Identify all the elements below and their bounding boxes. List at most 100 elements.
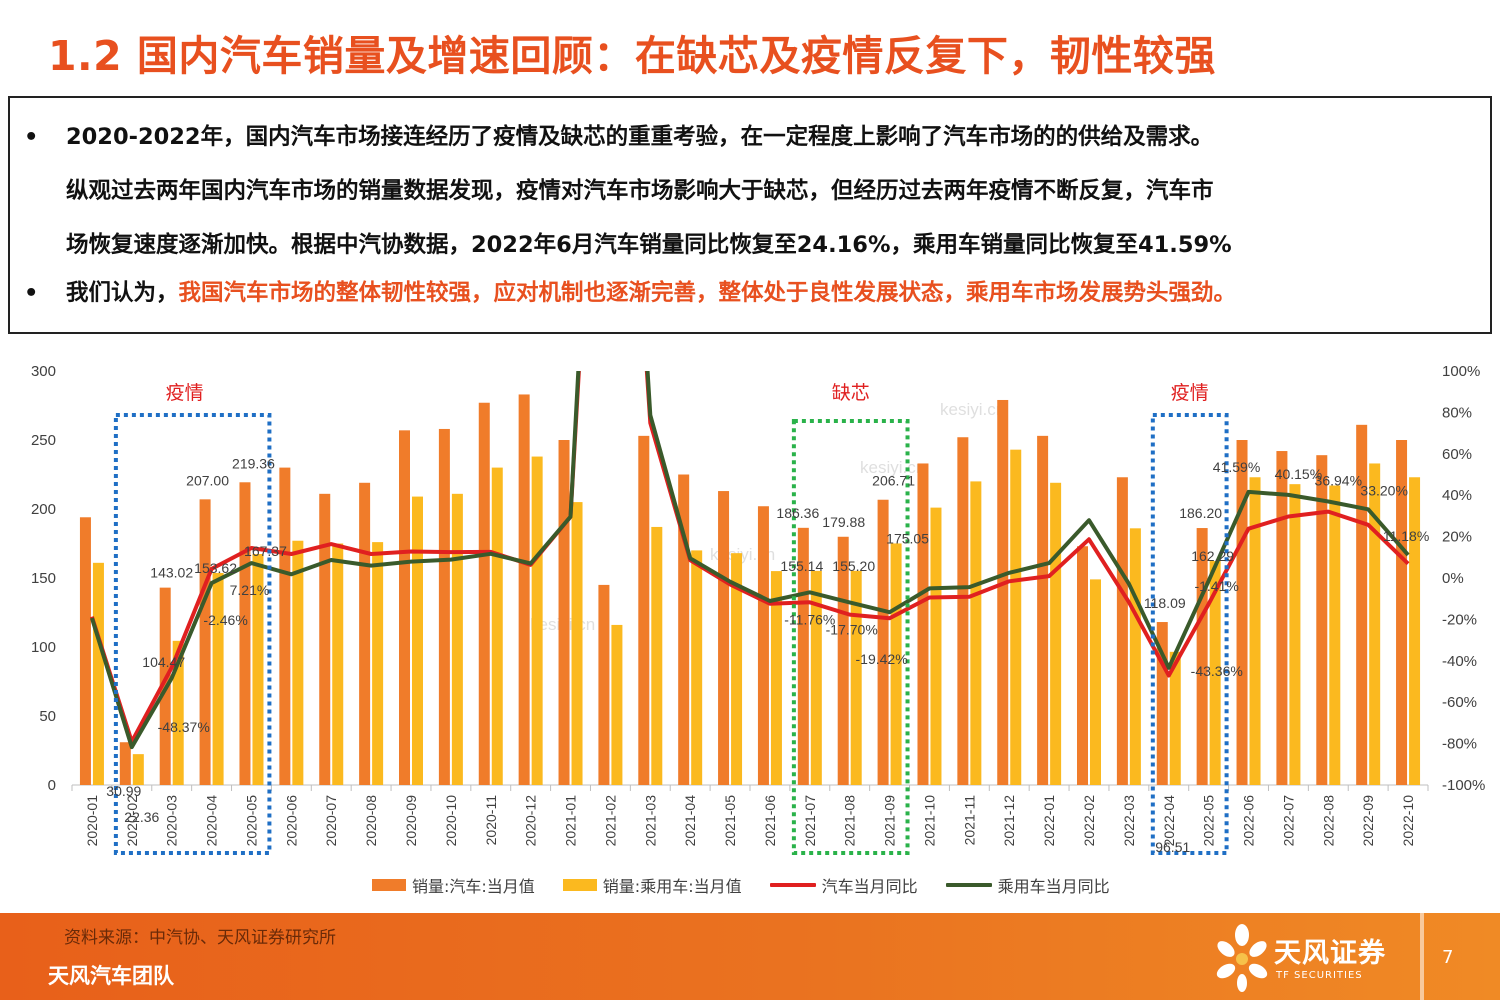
bar-car-sales bbox=[279, 467, 291, 785]
pct-value-label: -17.70% bbox=[826, 621, 878, 637]
pct-value-label: 36.94% bbox=[1315, 473, 1362, 489]
right-axis-tick-label: -100% bbox=[1442, 777, 1485, 794]
pct-value-label: -2.46% bbox=[203, 612, 247, 628]
bar-passenger-sales bbox=[1090, 579, 1101, 785]
right-axis-tick-label: 0% bbox=[1442, 570, 1464, 587]
bar-passenger-sales bbox=[890, 543, 902, 785]
pct-value-label: 33.20% bbox=[1360, 482, 1407, 498]
bar-car-sales bbox=[438, 428, 450, 785]
right-axis-tick-label: -60% bbox=[1442, 694, 1477, 711]
bar-passenger-sales bbox=[1209, 561, 1221, 785]
bar-passenger-sales bbox=[1329, 485, 1341, 785]
bar-passenger-sales bbox=[1369, 463, 1381, 785]
bar-passenger-sales bbox=[412, 496, 423, 785]
annotation-label: 疫情 bbox=[1171, 382, 1209, 404]
bar-value-label: 155.20 bbox=[832, 558, 875, 574]
bar-passenger-sales bbox=[1050, 482, 1062, 785]
bar-car-sales bbox=[997, 399, 1009, 785]
left-axis-tick-label: 50 bbox=[39, 708, 56, 725]
legend-item-passenger-sales: 销量:乘用车:当月值 bbox=[562, 873, 742, 897]
bar-car-sales bbox=[1276, 451, 1288, 785]
x-axis-tick-label: 2022-09 bbox=[1360, 795, 1376, 847]
annotation-label: 疫情 bbox=[166, 382, 204, 404]
page-title: 1.2 国内汽车销量及增速回顾：在缺芯及疫情反复下，韧性较强 bbox=[48, 32, 1216, 80]
bar-passenger-sales bbox=[252, 554, 264, 785]
right-axis-tick-label: 20% bbox=[1442, 529, 1472, 546]
bar-car-sales bbox=[1356, 424, 1368, 785]
legend-item-passenger-yoy: 乘用车当月同比 bbox=[945, 873, 1110, 897]
bar-passenger-sales bbox=[970, 481, 982, 785]
pct-value-label: -1.41% bbox=[1194, 578, 1238, 594]
bar-value-label: 179.88 bbox=[822, 514, 865, 530]
bar-value-label: 162.29 bbox=[1191, 548, 1234, 564]
bar-car-sales bbox=[718, 491, 730, 785]
x-axis-tick-label: 2020-05 bbox=[243, 795, 259, 847]
x-axis-tick-label: 2021-01 bbox=[563, 795, 579, 847]
bar-value-label: 219.36 bbox=[232, 455, 275, 471]
x-axis-tick-label: 2021-03 bbox=[642, 795, 658, 847]
x-axis-tick-label: 2021-04 bbox=[682, 795, 698, 847]
legend-swatch-car-yoy bbox=[769, 883, 816, 887]
x-axis-tick-label: 2020-09 bbox=[403, 795, 419, 847]
bar-passenger-sales bbox=[172, 640, 184, 785]
right-axis-tick-label: 40% bbox=[1442, 487, 1472, 504]
bar-passenger-sales bbox=[691, 550, 703, 785]
bar-passenger-sales bbox=[571, 502, 583, 785]
x-axis-tick-label: 2021-05 bbox=[722, 795, 738, 847]
bar-car-sales bbox=[359, 482, 371, 785]
summary-box: • 2020-2022年，国内汽车市场接连经历了疫情及缺芯的重重考验，在一定程度… bbox=[8, 96, 1492, 334]
x-axis-tick-label: 2021-09 bbox=[882, 795, 898, 847]
annotation-box bbox=[791, 419, 910, 855]
bullet-dot: • bbox=[24, 280, 39, 306]
x-axis-tick-label: 2022-03 bbox=[1121, 795, 1137, 847]
bar-car-sales bbox=[678, 474, 690, 785]
left-axis-tick-label: 150 bbox=[31, 570, 56, 587]
bar-car-sales bbox=[957, 437, 969, 785]
bar-value-label: 207.00 bbox=[186, 472, 229, 488]
legend-label-passenger-sales: 销量:乘用车:当月值 bbox=[602, 877, 742, 896]
bar-car-sales bbox=[558, 440, 570, 785]
bar-passenger-sales bbox=[1409, 477, 1421, 785]
bar-value-label: 22.36 bbox=[124, 809, 159, 825]
pct-value-label: -48.37% bbox=[158, 719, 210, 735]
x-axis-tick-label: 2021-07 bbox=[802, 795, 818, 847]
source-note: 资料来源：中汽协、天风证券研究所 bbox=[64, 928, 336, 948]
bar-passenger-sales bbox=[212, 573, 224, 785]
x-axis-tick-label: 2020-04 bbox=[204, 795, 220, 847]
x-axis-tick-label: 2021-11 bbox=[961, 795, 977, 846]
bar-car-sales bbox=[598, 584, 610, 785]
bar-value-label: 175.05 bbox=[886, 530, 929, 546]
bar-car-sales bbox=[1077, 546, 1088, 785]
bar-car-sales bbox=[1396, 440, 1408, 785]
bar-car-sales bbox=[837, 536, 849, 785]
bar-car-sales bbox=[1236, 440, 1248, 785]
bar-car-sales bbox=[399, 430, 410, 785]
x-axis-tick-label: 2022-01 bbox=[1041, 795, 1057, 847]
line-passenger-yoy bbox=[89, 371, 1410, 750]
legend-label-passenger-yoy: 乘用车当月同比 bbox=[997, 877, 1110, 896]
x-axis-tick-label: 2020-03 bbox=[164, 795, 180, 847]
bar-value-label: 186.20 bbox=[1179, 505, 1222, 521]
brand-name-en: TF SECURITIES bbox=[1276, 970, 1363, 981]
x-axis-tick-label: 2022-07 bbox=[1280, 795, 1296, 847]
x-axis-tick-label: 2022-10 bbox=[1400, 795, 1416, 847]
sales-chart-svg: kesiyi.cnkesiyi.cnkesiyi.cnkesiyi.cn0501… bbox=[31, 363, 1485, 855]
bar-car-sales bbox=[239, 482, 251, 785]
left-axis-tick-label: 100 bbox=[31, 639, 56, 656]
x-axis-tick-label: 2021-10 bbox=[921, 795, 937, 847]
legend-label-car-yoy: 汽车当月同比 bbox=[821, 877, 918, 896]
x-axis-tick-label: 2021-02 bbox=[602, 795, 618, 847]
pct-value-label: 41.59% bbox=[1213, 459, 1260, 475]
bar-passenger-sales bbox=[491, 467, 503, 785]
bar-passenger-sales bbox=[1169, 651, 1181, 785]
bar-car-sales bbox=[1116, 477, 1128, 785]
bar-value-label: 153.62 bbox=[194, 560, 237, 576]
bar-car-sales bbox=[877, 499, 889, 785]
bar-car-sales bbox=[917, 463, 929, 785]
page-number: 7 bbox=[1442, 947, 1454, 968]
legend-swatch-passenger-yoy bbox=[945, 883, 992, 887]
right-axis-tick-label: 100% bbox=[1442, 363, 1480, 380]
page-footer: 资料来源：中汽协、天风证券研究所 天风汽车团队 天风证券 TF SECURITI… bbox=[0, 913, 1500, 1000]
bar-car-sales bbox=[478, 402, 490, 785]
bar-car-sales bbox=[797, 527, 809, 785]
